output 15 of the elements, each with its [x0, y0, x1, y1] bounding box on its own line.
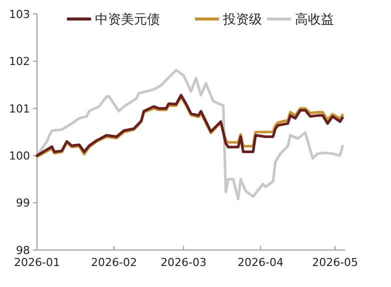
x-tick-label: 2026-02 [91, 256, 137, 269]
y-tick-label: 103 [9, 8, 30, 21]
x-tick-label: 2026-05 [312, 256, 358, 269]
x-tick-label: 2026-01 [14, 256, 60, 269]
x-tick-label: 2026-03 [160, 256, 207, 269]
y-tick-label: 98 [16, 244, 30, 257]
legend-label: 投资级 [222, 12, 262, 28]
y-tick-label: 99 [16, 196, 30, 210]
line-series [36, 68, 344, 200]
y-tick-label: 100 [9, 149, 30, 162]
y-tick-label: 101 [9, 102, 30, 116]
legend-label: 高收益 [295, 12, 334, 28]
legend-label: 中资美元债 [95, 12, 160, 28]
y-tick-label: 102 [9, 55, 30, 68]
x-tick-label: 2026-04 [238, 256, 284, 269]
